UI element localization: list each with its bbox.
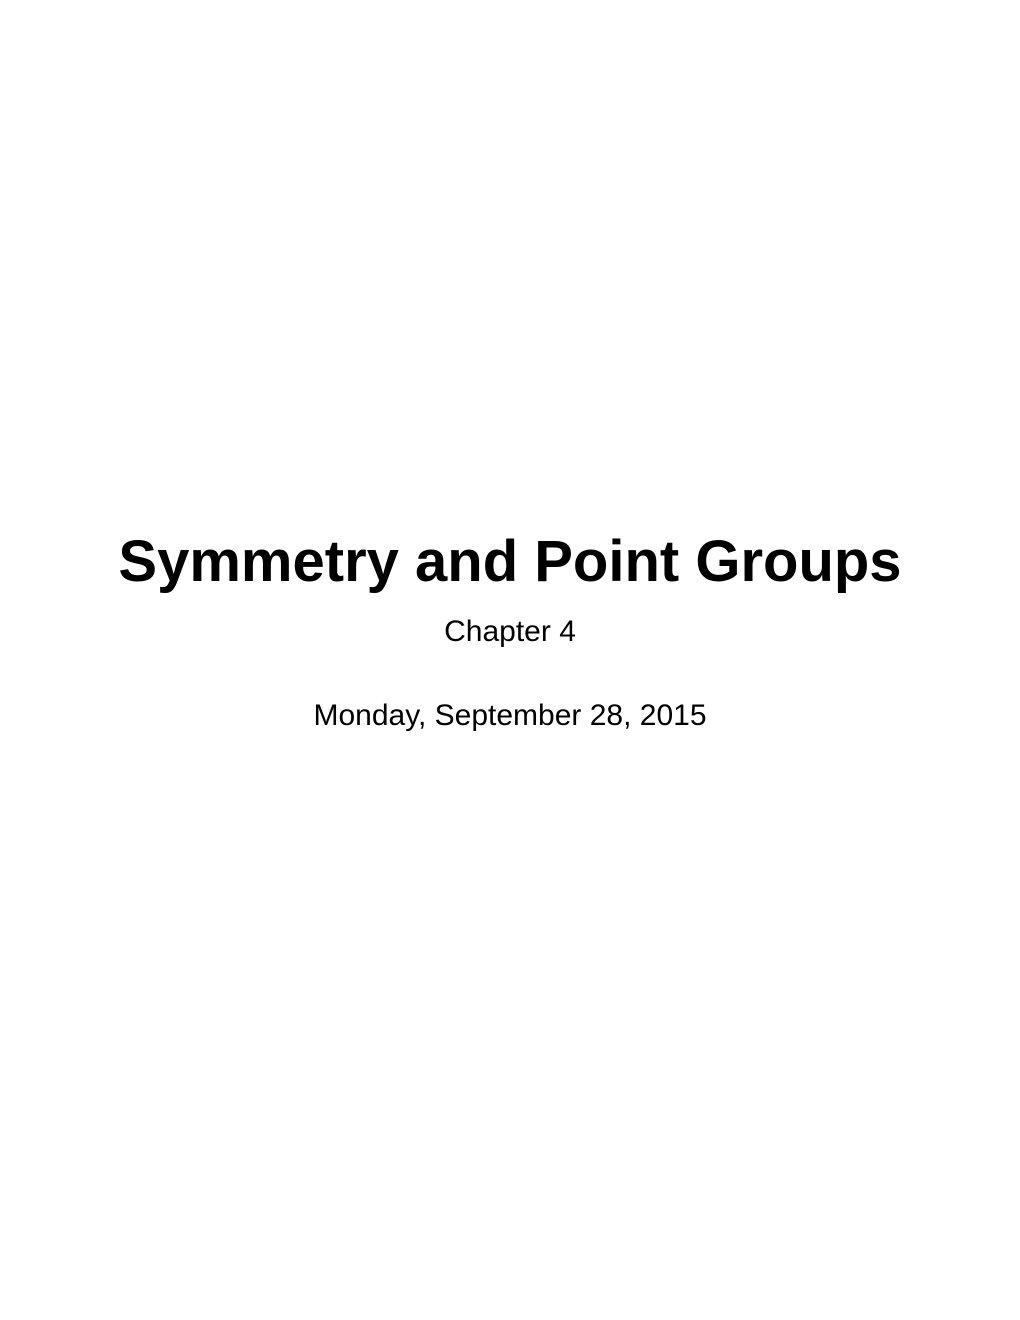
date-label: Monday, September 28, 2015 — [313, 699, 706, 733]
slide-title: Symmetry and Point Groups — [118, 528, 901, 595]
chapter-label: Chapter 4 — [444, 615, 576, 649]
slide-content: Symmetry and Point Groups Chapter 4 Mond… — [0, 528, 1020, 733]
